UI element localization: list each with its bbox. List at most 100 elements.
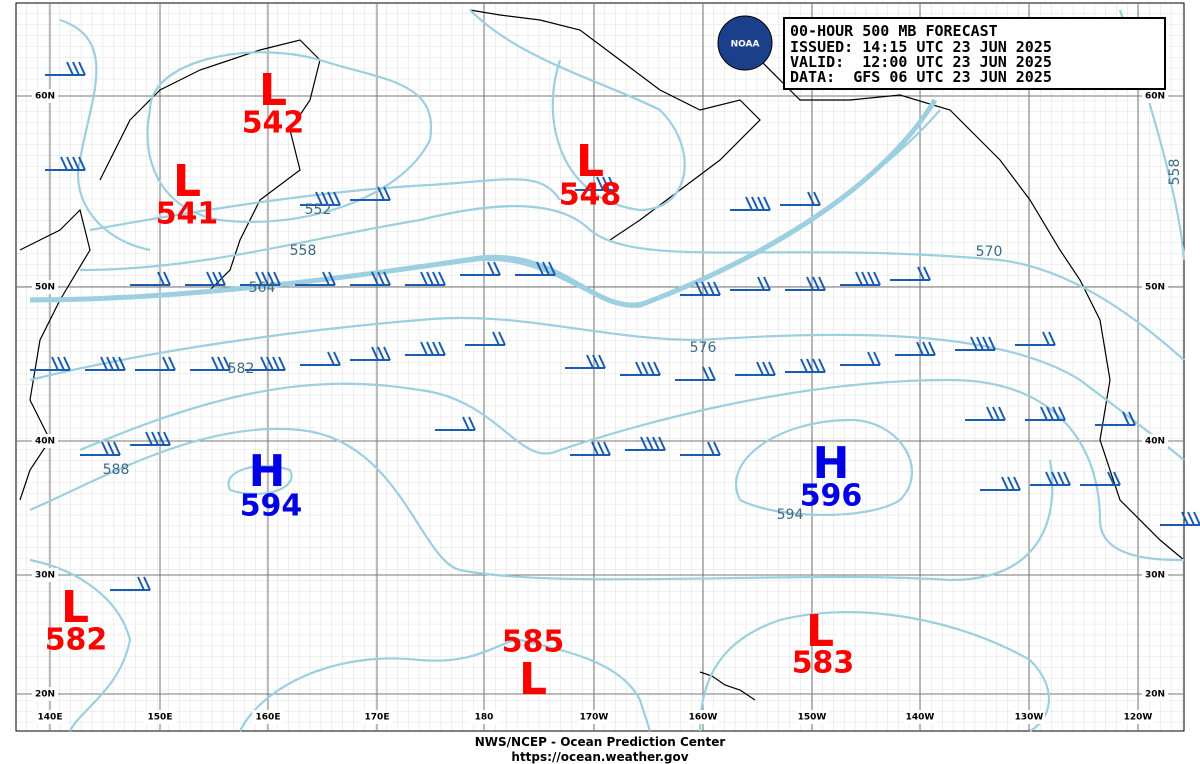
wind-barb: [45, 156, 86, 171]
axis-label: 120W: [1124, 713, 1153, 723]
wind-barb: [300, 351, 341, 366]
logo-text: NOAA: [731, 40, 760, 50]
wind-barb: [785, 276, 826, 291]
wind-barb: [190, 356, 231, 371]
axis-label-box: [904, 710, 936, 724]
header-line: 00-HOUR 500 MB FORECAST: [790, 22, 998, 40]
contour-label: 576: [690, 340, 717, 356]
footer-line: https://ocean.weather.gov: [511, 750, 688, 764]
header-box: [783, 17, 1166, 90]
axis-label-box: [252, 710, 284, 724]
center-symbol: L: [173, 156, 201, 207]
wind-barb: [1025, 406, 1066, 421]
height-contours: [29, 9, 1186, 732]
axis-label: 140W: [906, 713, 935, 723]
footer-line: NWS/NCEP - Ocean Prediction Center: [475, 735, 726, 749]
axis-label: 160E: [256, 713, 281, 723]
axis-label-box: [578, 710, 610, 724]
center-value: 583: [792, 646, 855, 681]
wind-barb: [620, 361, 661, 376]
wind-barb: [245, 356, 286, 371]
axis-label-box: [1142, 280, 1168, 294]
axis-label-box: [32, 687, 58, 701]
wind-barb: [840, 271, 881, 286]
axis-label: 40N: [1145, 437, 1165, 447]
wind-barb: [350, 271, 391, 286]
center-symbol: H: [813, 438, 850, 489]
axis-label-box: [144, 710, 176, 724]
center-value: 582: [45, 623, 108, 658]
axis-label: 180: [475, 713, 494, 723]
wind-barb: [240, 271, 281, 286]
wind-barb: [350, 346, 391, 361]
center-value: 541: [156, 197, 219, 232]
wind-barb: [515, 261, 556, 276]
contour-label: 558: [1167, 159, 1183, 186]
wind-barb: [110, 576, 151, 591]
center-symbol: L: [259, 65, 287, 116]
axis-label-box: [1142, 434, 1168, 448]
contour-label: 594: [777, 507, 804, 523]
wind-barb: [730, 196, 771, 211]
wind-barb: [1160, 511, 1200, 526]
center-value: 596: [800, 479, 863, 514]
wind-barb: [785, 358, 826, 373]
wind-barbs: [30, 61, 1200, 591]
header-line: DATA: GFS 06 UTC 23 JUN 2025: [790, 68, 1052, 86]
center-symbol: L: [576, 136, 604, 187]
wind-barb: [955, 336, 996, 351]
wind-barb: [680, 441, 721, 456]
wind-barb: [85, 356, 126, 371]
axis-label-box: [468, 710, 500, 724]
wind-barb: [965, 406, 1006, 421]
axis-label: 150E: [148, 713, 173, 723]
contour-label: 588: [103, 462, 130, 478]
wind-barb: [1095, 411, 1136, 426]
axis-label-box: [1013, 710, 1045, 724]
axis-label-box: [34, 710, 66, 724]
wind-barb: [565, 354, 606, 369]
wind-barb: [1030, 471, 1071, 486]
noaa-logo: [717, 15, 773, 71]
axis-label: 150W: [798, 713, 827, 723]
axis-label: 140E: [38, 713, 63, 723]
header-line: ISSUED: 14:15 UTC 23 JUN 2025: [790, 38, 1052, 56]
wind-barb: [350, 186, 391, 201]
axis-label-box: [1142, 687, 1168, 701]
wind-barb: [405, 341, 446, 356]
axis-label: 30N: [1145, 571, 1165, 581]
wind-barb: [1080, 471, 1121, 486]
axis-label-box: [1122, 710, 1154, 724]
axis-label-box: [32, 280, 58, 294]
contour-label: 558: [290, 243, 317, 259]
axis-label-box: [1142, 568, 1168, 582]
axis-label-box: [1142, 89, 1168, 103]
wind-barb: [45, 61, 86, 76]
wind-barb: [735, 361, 776, 376]
wind-barb: [575, 176, 616, 191]
wind-barb: [435, 416, 476, 431]
wind-barb: [1015, 331, 1056, 346]
axis-label: 20N: [35, 690, 55, 700]
wind-barb: [295, 271, 336, 286]
axis-label-box: [796, 710, 828, 724]
wind-barb: [460, 261, 501, 276]
wind-barb: [895, 341, 936, 356]
axis-label: 170E: [365, 713, 390, 723]
center-value: 594: [240, 489, 303, 524]
axis-label-box: [32, 89, 58, 103]
header-line: VALID: 12:00 UTC 23 JUN 2025: [790, 53, 1052, 71]
wind-barb: [980, 476, 1021, 491]
wind-barb: [675, 366, 716, 381]
wind-barb: [730, 276, 771, 291]
axis-label: 170W: [580, 713, 609, 723]
axis-label: 20N: [1145, 690, 1165, 700]
axis-label-box: [361, 710, 393, 724]
axis-label-box: [687, 710, 719, 724]
center-value: 585: [502, 625, 565, 660]
labels: 552 558 564 570 576 582 588 594 558 140E…: [32, 65, 1183, 724]
wind-barb: [890, 266, 931, 281]
wind-barb: [130, 271, 171, 286]
wind-barb: [405, 271, 446, 286]
